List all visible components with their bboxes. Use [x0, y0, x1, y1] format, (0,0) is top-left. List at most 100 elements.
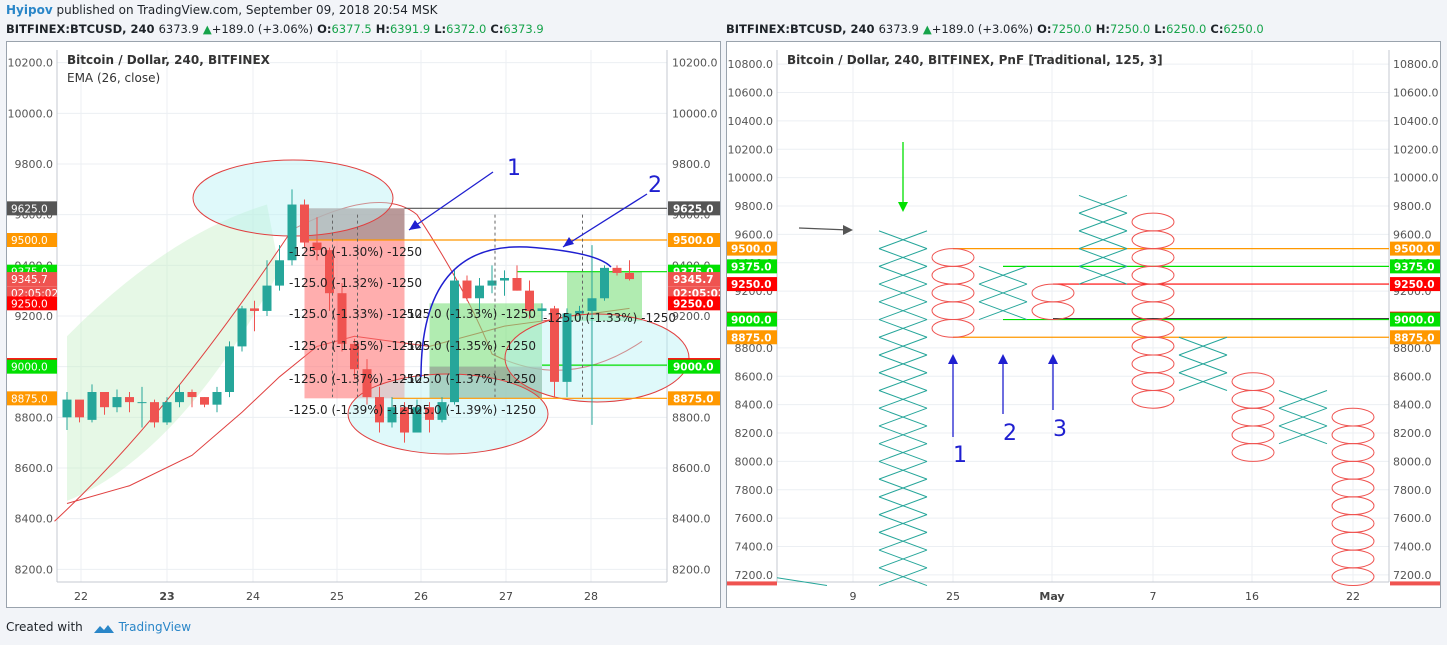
candle [525, 290, 534, 311]
price-badge-left [727, 259, 777, 274]
candle [125, 397, 134, 403]
y-tick-right: 7600.0 [1393, 512, 1432, 525]
highlight-ellipse [504, 313, 690, 403]
publish-header: Hyipov published on TradingView.com, Sep… [6, 3, 438, 17]
price-badge-left [7, 233, 57, 247]
y-tick-right: 10000.0 [1393, 172, 1439, 185]
candle [300, 204, 309, 243]
candle [612, 267, 622, 273]
price-badge-right [668, 296, 720, 311]
annotation-label: 1 [953, 443, 967, 468]
pnf-x-box [878, 478, 928, 498]
y-tick-right: 8000.0 [1393, 455, 1432, 468]
pnf-o-box [1031, 283, 1075, 303]
price-badge-left [7, 201, 57, 216]
pnf-chart[interactable]: 1 2 3 Bitcoin / Dollar, 240, BITFINEX, PnF … [727, 42, 1440, 607]
y-tick-right: 7200.0 [1393, 569, 1432, 582]
y-tick-left: 7400.0 [735, 541, 774, 554]
y-tick-left: 10200.0 [728, 143, 774, 156]
right-chart-panel[interactable]: 1 2 3 Bitcoin / Dollar, 240, BITFINEX, PnF … [726, 41, 1441, 608]
position-label: -125.0 (-1.33%) -1250 [289, 307, 422, 321]
candle [562, 313, 572, 382]
y-tick-left: 8800.0 [735, 342, 774, 355]
x-tick: 25 [330, 590, 344, 603]
y-tick-left: 8000.0 [735, 455, 774, 468]
x-tick: 26 [414, 590, 428, 603]
annotation-arrow [408, 171, 494, 231]
candle [100, 392, 109, 408]
y-tick-right: 8600.0 [1393, 370, 1432, 383]
price-badge-right-text: 9000.0 [673, 362, 714, 374]
x-tick: 23 [159, 590, 174, 603]
x-tick: 7 [1150, 590, 1157, 603]
ema-fill [67, 204, 280, 501]
chart-title: Bitcoin / Dollar, 240, BITFINEX [67, 53, 271, 67]
candle [475, 285, 484, 299]
price-badge-left [727, 277, 777, 292]
pnf-x-box [1178, 354, 1228, 374]
y-tick-left: 9800.0 [735, 200, 774, 213]
y-tick-right: 8200.0 [1393, 427, 1432, 440]
pnf-x-box [1278, 425, 1328, 445]
annotation-arrow-head [998, 354, 1008, 364]
left-price: 6373.9 [158, 22, 199, 36]
price-badge-right [1390, 330, 1440, 345]
annotation-arrow-head [948, 354, 958, 364]
author-name[interactable]: Hyipov [6, 3, 53, 17]
price-badge-left [727, 312, 777, 327]
candle [187, 392, 197, 398]
y-tick-right: 8400.0 [1393, 399, 1432, 412]
candle [425, 407, 434, 420]
pnf-x-box [1278, 407, 1328, 427]
price-badge-left [7, 359, 57, 374]
right-price: 6373.9 [878, 22, 919, 36]
pnf-x-box [978, 265, 1028, 285]
candle [112, 397, 122, 408]
candlestick-chart[interactable]: -125.0 (-1.30%) -1250 -125.0 (-1.32%) -12… [7, 42, 725, 607]
candle [337, 293, 347, 344]
x-tick: 22 [74, 590, 88, 603]
price-badge-right [668, 272, 720, 287]
y-tick-left: 10000.0 [728, 172, 774, 185]
candle [312, 242, 322, 251]
candle [600, 267, 609, 299]
x-tick: 9 [850, 590, 857, 603]
candle [325, 250, 334, 294]
price-badge-right [668, 391, 720, 406]
footer-brand[interactable]: TradingView [118, 620, 192, 634]
x-tick: 27 [499, 590, 513, 603]
y-tick-left: 10200.0 [8, 57, 54, 70]
y-tick-left: 8800.0 [15, 411, 54, 424]
candle [412, 407, 422, 433]
position-label-right: -125.0 (-1.33%) -1250 [543, 311, 676, 325]
y-tick-right: 10200.0 [1393, 143, 1439, 156]
pnf-x-box [878, 301, 928, 321]
pnf-o-box [1231, 407, 1275, 427]
highlight-ellipse [347, 373, 549, 455]
position-label: -125.0 (-1.39%) -1250 [289, 403, 422, 417]
position-label-overlap: -125.0 (-1.35%) -1250 [403, 339, 536, 353]
candle [87, 392, 97, 420]
x-tick: 28 [584, 590, 598, 603]
y-tick-right: 8800.0 [1393, 342, 1432, 355]
y-tick-left: 10400.0 [728, 115, 774, 128]
pnf-x-box [878, 496, 928, 516]
candle [250, 308, 259, 311]
right-change: +189.0 (+3.06%) [931, 22, 1034, 36]
y-tick-right: 9200.0 [672, 310, 711, 323]
position-label-overlap: -125.0 (-1.39%) -1250 [403, 403, 536, 417]
price-badge-left-text: 9375.0 [731, 261, 772, 273]
price-badge-left [7, 272, 57, 287]
price-badge-right [668, 233, 720, 247]
position-stop-box-2 [429, 366, 542, 399]
price-badge-right-text: 9500.0 [673, 235, 714, 247]
price-badge-right-text: 8875.0 [1394, 332, 1435, 344]
candle [400, 407, 409, 433]
candle [462, 280, 472, 299]
left-chart-panel[interactable]: -125.0 (-1.30%) -1250 -125.0 (-1.32%) -12… [6, 41, 725, 608]
position-label: -125.0 (-1.32%) -1250 [289, 276, 422, 290]
pnf-x-box [1278, 390, 1328, 409]
candle [75, 399, 84, 418]
y-tick-left: 7200.0 [735, 569, 774, 582]
annotation-arrow [798, 227, 850, 231]
